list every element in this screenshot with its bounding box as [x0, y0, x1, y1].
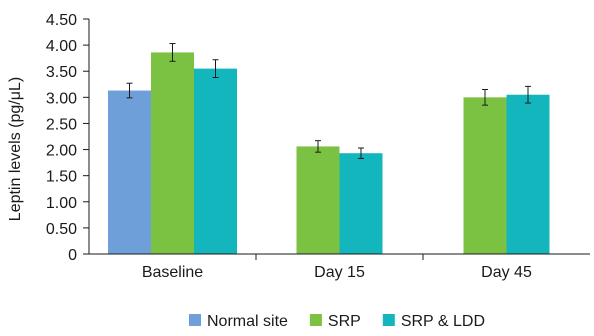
- bar: [339, 153, 383, 254]
- bar: [108, 90, 151, 255]
- legend-swatch: [382, 314, 395, 326]
- y-tick-label: 1.00: [46, 195, 77, 212]
- legend-label: SRP & LDD: [401, 313, 485, 330]
- x-axis-labels: Baseline Day 15 Day 45: [142, 254, 532, 281]
- y-axis-title: Leptin levels (pg/μL): [7, 77, 24, 221]
- error-bars: [126, 43, 531, 159]
- y-tick-label: 4.50: [46, 12, 77, 29]
- bar: [463, 97, 507, 254]
- y-tick-label: 2.50: [46, 116, 77, 133]
- legend-swatch: [189, 314, 201, 326]
- x-tick-label: Day 15: [314, 264, 365, 281]
- y-tick-label: 0: [68, 247, 77, 264]
- legend-label: SRP: [328, 313, 361, 330]
- bar: [194, 68, 237, 254]
- y-tick-label: 3.50: [46, 64, 77, 81]
- y-tick-label: 3.00: [46, 90, 77, 107]
- y-tick-label: 1.50: [46, 169, 77, 186]
- legend-label: Normal site: [207, 313, 288, 330]
- x-tick-label: Day 45: [481, 264, 532, 281]
- bars: [108, 52, 550, 255]
- y-tick-label: 0.50: [46, 221, 77, 238]
- bar: [151, 52, 194, 254]
- x-tick-label: Baseline: [142, 264, 203, 281]
- bar: [296, 146, 340, 254]
- legend: Normal site SRP SRP & LDD: [189, 313, 485, 330]
- y-tick-label: 2.00: [46, 143, 77, 160]
- y-tick-label: 4.00: [46, 38, 77, 55]
- legend-swatch: [309, 314, 322, 326]
- bar: [506, 94, 550, 254]
- y-axis-ticks: 0 0.50 1.00 1.50 2.00 2.50 3.00 3.50 4.00 4.50: [46, 12, 89, 264]
